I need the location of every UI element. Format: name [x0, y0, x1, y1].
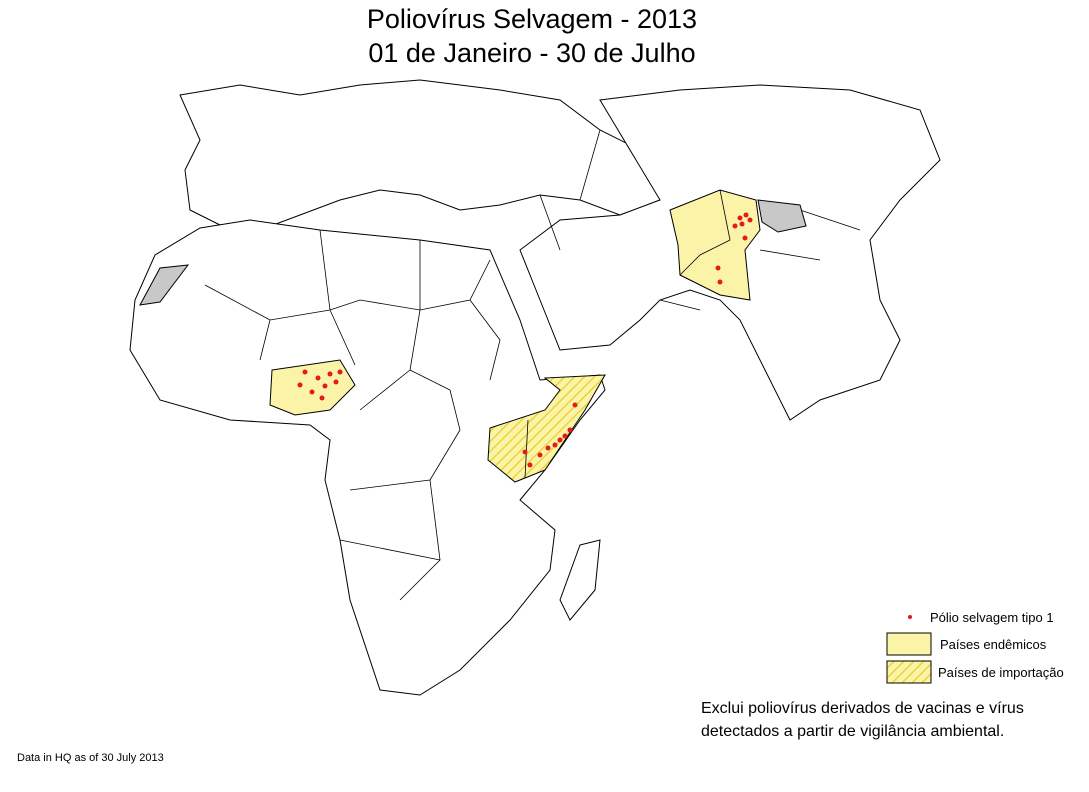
region-grey	[757, 199, 807, 233]
note-line: detectados a partir de vigilância ambien…	[701, 723, 1004, 740]
title-line: 01 de Janeiro - 30 de Julho	[368, 38, 695, 68]
source: Data in HQ as of 30 July 2013	[17, 752, 164, 764]
case-dots	[297, 212, 753, 468]
legend-swatch	[886, 660, 932, 684]
basemap	[129, 79, 941, 696]
legend-label: Pólio selvagem tipo 1	[930, 610, 1054, 625]
legend-label: Países endêmicos	[940, 637, 1047, 652]
legend: Pólio selvagem tipo 1 Países endêmicos P…	[886, 610, 1064, 684]
legend-label: Países de importação	[938, 665, 1064, 680]
endemic-country	[269, 359, 356, 416]
title-line: Poliovírus Selvagem - 2013	[367, 4, 697, 34]
legend-dot	[908, 615, 912, 619]
importation-country	[487, 374, 606, 483]
endemic-country	[669, 189, 761, 301]
note-line: Exclui poliovírus derivados de vacinas e…	[701, 700, 1024, 717]
legend-swatch	[886, 632, 932, 656]
region-grey	[139, 264, 190, 306]
